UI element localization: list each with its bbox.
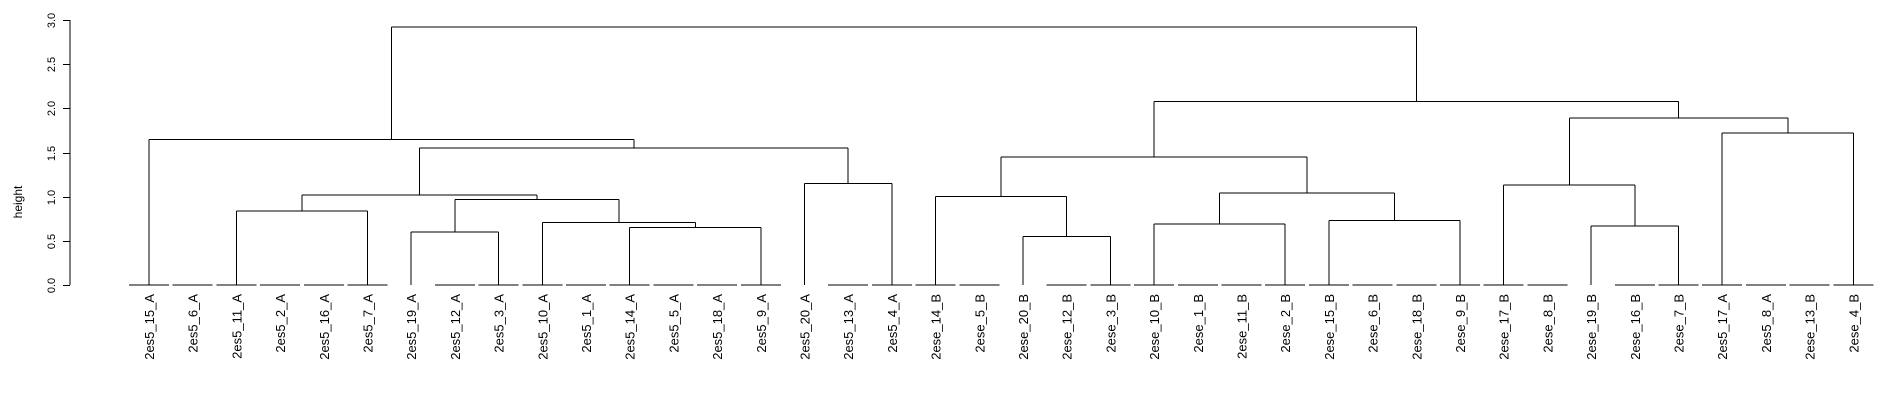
leaf-label-16: 2es5_20_A — [798, 294, 813, 360]
leaf-label-30: 2ese_18_B — [1409, 294, 1424, 360]
leaf-label-15: 2es5_9_A — [754, 294, 769, 353]
leaf-label-13: 2es5_5_A — [666, 294, 681, 353]
leaf-label-5: 2es5_16_A — [317, 294, 332, 360]
y-tick-label-5: 2.5 — [46, 57, 58, 72]
leaf-label-21: 2ese_20_B — [1016, 294, 1031, 360]
leaf-label-2: 2es5_6_A — [186, 294, 201, 353]
leaf-labels: 2es5_15_A 2es5_6_A 2es5_11_A 2es5_2_A 2es5_1… — [142, 294, 1861, 360]
leaf-label-39: 2ese_13_B — [1803, 294, 1818, 360]
leaf-label-38: 2es5_8_A — [1759, 294, 1774, 353]
leaf-label-23: 2ese_3_B — [1103, 294, 1118, 353]
leaf-label-35: 2ese_16_B — [1628, 294, 1643, 360]
leaf-label-17: 2es5_13_A — [841, 294, 856, 360]
leaf-label-9: 2es5_3_A — [492, 294, 507, 353]
leaf-label-8: 2es5_12_A — [448, 294, 463, 360]
leaf-label-18: 2es5_4_A — [885, 294, 900, 353]
leaf-label-24: 2ese_10_B — [1147, 294, 1162, 360]
leaf-label-36: 2ese_7_B — [1672, 294, 1687, 353]
leaf-label-12: 2es5_14_A — [623, 294, 638, 360]
leaf-label-31: 2ese_9_B — [1453, 294, 1468, 353]
leaf-label-27: 2ese_2_B — [1278, 294, 1293, 353]
leaf-label-10: 2es5_10_A — [535, 294, 550, 360]
leaf-label-25: 2ese_1_B — [1191, 294, 1206, 353]
leaf-label-20: 2ese_5_B — [972, 294, 987, 353]
leaf-label-4: 2es5_2_A — [273, 294, 288, 353]
leaf-label-33: 2ese_8_B — [1540, 294, 1555, 353]
leaf-label-34: 2ese_19_B — [1584, 294, 1599, 360]
leaf-label-40: 2ese_4_B — [1846, 294, 1861, 353]
leaf-label-1: 2es5_15_A — [142, 294, 157, 360]
dendrogram-branches — [129, 26, 1874, 286]
y-tick-label-4: 2.0 — [46, 101, 58, 116]
leaf-label-28: 2ese_15_B — [1322, 294, 1337, 360]
y-tick-label-3: 1.5 — [46, 146, 58, 161]
y-tick-label-1: 0.5 — [46, 234, 58, 249]
leaf-label-26: 2ese_11_B — [1235, 294, 1250, 359]
leaf-label-14: 2es5_18_A — [710, 294, 725, 360]
y-tick-label-0: 0.0 — [46, 278, 58, 293]
leaf-label-37: 2es5_17_A — [1715, 294, 1730, 360]
y-tick-label-2: 1.0 — [46, 190, 58, 205]
leaf-label-3: 2es5_11_A — [229, 294, 244, 359]
y-axis-label: height — [11, 185, 25, 218]
leaf-label-32: 2ese_17_B — [1497, 294, 1512, 360]
y-tick-label-6: 3.0 — [46, 13, 58, 28]
leaf-label-19: 2ese_14_B — [929, 294, 944, 360]
leaf-label-11: 2es5_1_A — [579, 294, 594, 353]
leaf-label-7: 2es5_19_A — [404, 294, 419, 360]
leaf-label-29: 2ese_6_B — [1366, 294, 1381, 353]
leaf-label-22: 2ese_12_B — [1060, 294, 1075, 360]
leaf-label-6: 2es5_7_A — [361, 294, 376, 353]
y-axis: 0.0 0.5 1.0 1.5 2.0 2.5 3.0 — [46, 13, 71, 293]
